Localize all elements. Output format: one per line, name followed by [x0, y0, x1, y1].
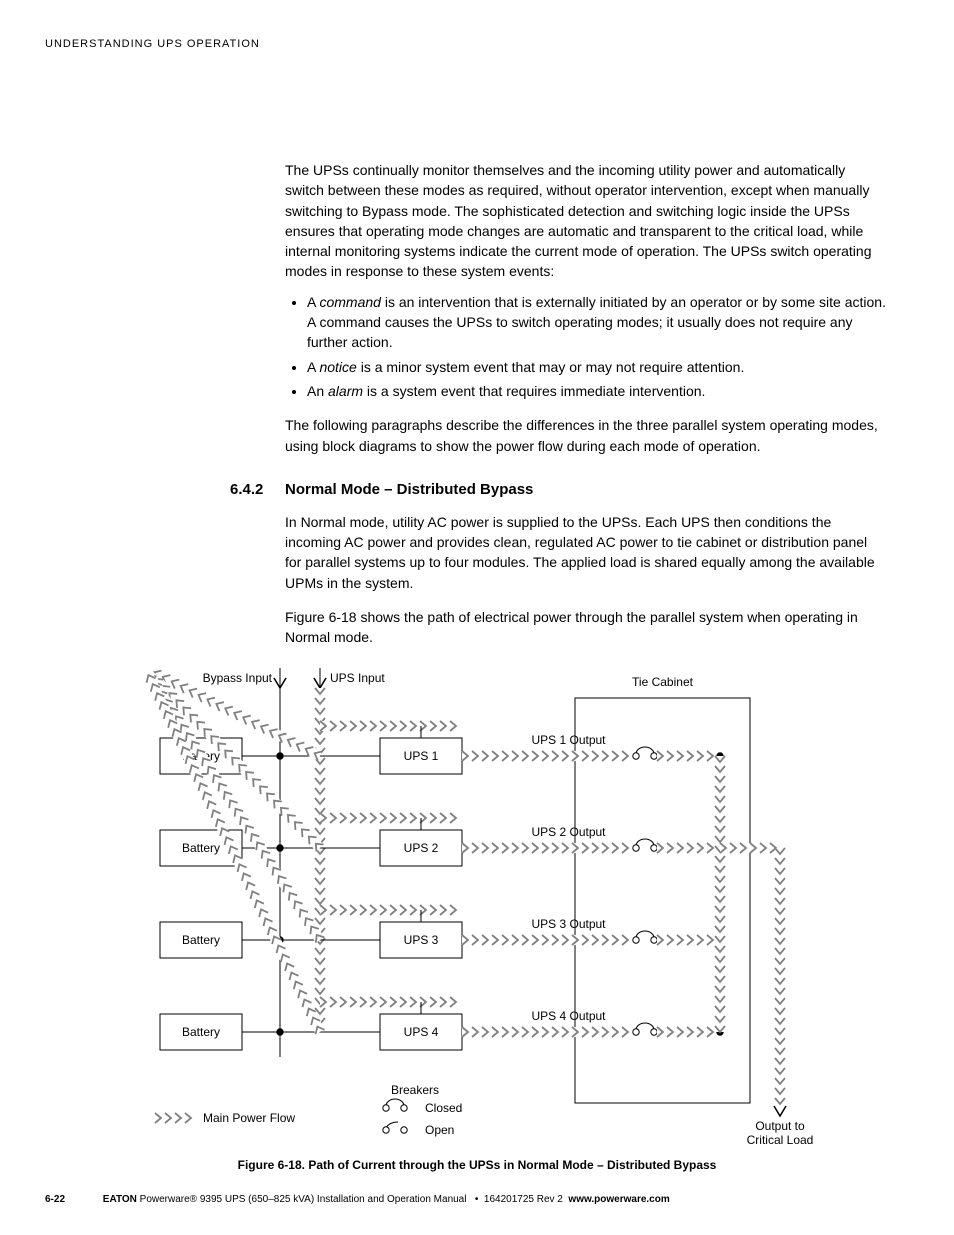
svg-text:Breakers: Breakers: [391, 1083, 439, 1097]
svg-text:UPS 3: UPS 3: [404, 933, 439, 947]
svg-text:Closed: Closed: [425, 1101, 462, 1115]
svg-text:UPS Input: UPS Input: [330, 671, 385, 685]
event-list: A command is an intervention that is ext…: [285, 292, 887, 401]
svg-text:UPS 3 Output: UPS 3 Output: [531, 917, 606, 931]
svg-text:Main Power Flow: Main Power Flow: [203, 1111, 295, 1125]
svg-text:UPS 2: UPS 2: [404, 841, 439, 855]
section-heading: 6.4.2Normal Mode – Distributed Bypass: [230, 481, 909, 498]
svg-text:Output to: Output to: [755, 1119, 805, 1133]
svg-text:Critical Load: Critical Load: [747, 1133, 814, 1147]
svg-text:Battery: Battery: [182, 933, 220, 947]
section-p1: In Normal mode, utility AC power is supp…: [285, 512, 887, 593]
list-item: A notice is a minor system event that ma…: [307, 357, 887, 377]
svg-text:Battery: Battery: [182, 841, 220, 855]
page-header: UNDERSTANDING UPS OPERATION: [45, 38, 909, 50]
svg-text:UPS 1: UPS 1: [404, 749, 439, 763]
svg-text:Tie Cabinet: Tie Cabinet: [632, 675, 694, 689]
page-number: 6-22: [45, 1194, 65, 1205]
svg-text:UPS 4 Output: UPS 4 Output: [531, 1009, 606, 1023]
list-item: A command is an intervention that is ext…: [307, 292, 887, 353]
svg-text:Open: Open: [425, 1123, 454, 1137]
section-p2: Figure 6‑18 shows the path of electrical…: [285, 607, 887, 648]
svg-text:UPS 2 Output: UPS 2 Output: [531, 825, 606, 839]
figure-caption: Figure 6‑18. Path of Current through the…: [45, 1158, 909, 1172]
svg-text:UPS 4: UPS 4: [404, 1025, 439, 1039]
svg-text:UPS 1 Output: UPS 1 Output: [531, 733, 606, 747]
figure-diagram: Bypass Input UPS Input Tie Cabinet Battery U…: [145, 668, 909, 1153]
list-item: An alarm is a system event that requires…: [307, 381, 887, 401]
follow-paragraph: The following paragraphs describe the di…: [285, 415, 887, 456]
page-footer: 6-22 EATON Powerware® 9395 UPS (650–825 …: [45, 1194, 909, 1205]
svg-text:Bypass Input: Bypass Input: [203, 671, 273, 685]
svg-text:Battery: Battery: [182, 1025, 220, 1039]
intro-paragraph: The UPSs continually monitor themselves …: [285, 160, 887, 282]
